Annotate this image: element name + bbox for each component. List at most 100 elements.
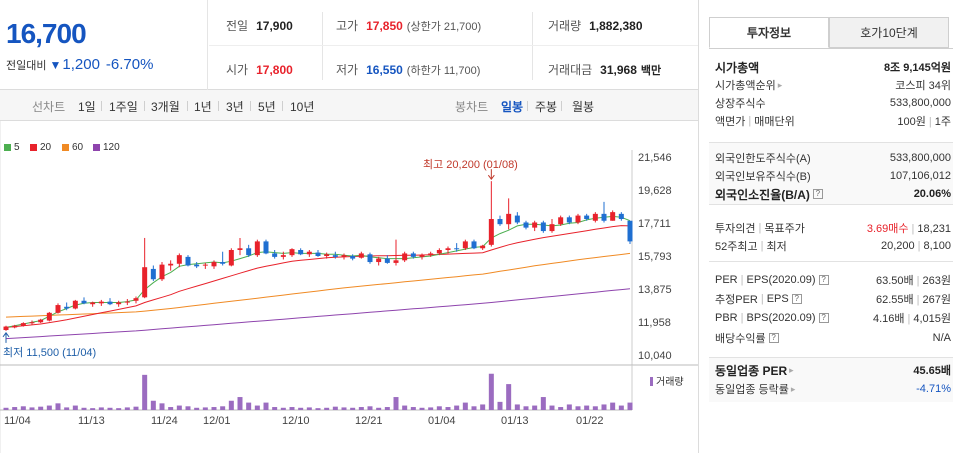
volume-bar [332,406,338,410]
help-icon[interactable]: ? [818,313,829,323]
divider [250,101,251,111]
candle-body [176,255,182,264]
pipe-separator: | [760,240,764,252]
dividend-row: 배당수익률? N/A [715,330,951,346]
help-icon[interactable]: ? [768,333,779,343]
row-value: 4.16배 [872,313,905,325]
candle-body [384,258,390,263]
volume-bar [358,407,364,410]
volume-bar [176,405,182,410]
tab-3month[interactable]: 3개월 [151,100,180,114]
row-label-2: EPS [766,293,789,305]
legend-swatch [4,144,11,151]
candle-body [549,224,555,232]
y-tick-label: 17,711 [638,218,671,230]
candle-body [194,264,200,267]
candle-body [202,264,208,266]
row-value-2: 4,015원 [913,313,951,325]
tab-order-book[interactable]: 호가10단계 [829,17,949,48]
candle-body [142,267,148,298]
amount-unit: 백만 [640,64,662,77]
candle-body [306,251,312,255]
candle-body [358,253,364,258]
volume-bar [350,407,356,410]
change-percent: -6.70% [105,56,154,73]
candle-chart-label[interactable]: 봉차트 [455,100,489,114]
row-label: 배당수익률 [715,333,766,345]
volume-bar [454,405,460,410]
candle-body [254,241,260,256]
tab-3year[interactable]: 3년 [226,100,244,114]
volume-bar [254,405,260,410]
candle-body [168,263,174,266]
current-price: 16,700 [6,18,87,49]
volume-bar [168,407,174,410]
tab-1week[interactable]: 1주일 [109,100,138,114]
tab-10year[interactable]: 10년 [290,100,315,114]
lower-limit: (하한가 11,700) [406,64,481,77]
row-label: 액면가 [715,116,746,128]
candle-body [341,255,347,257]
market-cap-rank-row[interactable]: 시가총액순위 ▸ 코스피 34위 [715,77,951,93]
low-cell: 저가 16,550 (하한가 11,700) [336,61,480,78]
tab-monthly[interactable]: 월봉 [572,100,595,114]
divider [209,45,698,46]
per-row: PER | EPS(2020.09)? 63.50배 | 263원 [715,272,951,288]
volume-bar [315,408,321,410]
help-icon[interactable]: ? [812,189,823,199]
pipe-separator: | [928,116,932,128]
line-chart-label[interactable]: 선차트 [32,100,66,114]
row-label: 동일업종 등락률 [715,384,789,396]
pipe-separator: | [916,275,920,287]
tab-investment-info[interactable]: 투자정보 [709,17,829,48]
high-annotation: 최고 20,200 (01/08) [423,159,518,171]
x-tick-label: 11/13 [78,415,105,427]
change-label: 전일대비 [6,59,47,72]
row-value: 100원 [897,116,926,128]
pipe-separator: | [740,312,744,324]
row-label: PBR [715,312,738,324]
tab-5year[interactable]: 5년 [258,100,276,114]
volume-bar [150,400,156,410]
volume-bar [220,406,226,410]
help-icon[interactable]: ? [791,294,802,304]
row-label: 투자의견 [715,223,756,235]
tab-1year[interactable]: 1년 [194,100,212,114]
volume-bar [12,407,18,410]
row-value: -4.71% [916,383,951,395]
tab-1day[interactable]: 1일 [78,100,96,114]
volume-cell: 거래량 1,882,380 [548,17,643,34]
divider [322,12,323,80]
volume-bar [38,406,44,410]
candle-body [367,254,373,263]
y-tick-label: 13,875 [638,284,672,296]
volume-legend-label: 거래량 [656,377,684,388]
volume-bar [289,407,295,410]
row-label-2: BPS(2020.09) [746,312,816,324]
volume-bar [81,407,87,410]
volume-swatch [650,377,653,386]
candle-body [107,301,113,305]
tab-daily[interactable]: 일봉 [501,100,524,114]
help-icon[interactable]: ? [818,275,829,285]
sector-change-row[interactable]: 동일업종 등락률 ▸ -4.71% [715,381,951,397]
open-cell: 시가 17,800 [226,61,293,78]
row-label: 시가총액순위 [715,80,776,92]
legend-swatch [30,144,37,151]
open-value: 17,800 [256,62,293,77]
sector-per-row[interactable]: 동일업종 PER ▸ 45.65배 [715,362,951,378]
volume-bar [462,402,468,410]
candle-body [462,241,468,249]
row-value-2: 18,231 [917,223,951,235]
legend-label: 20 [40,142,52,153]
candle-body [133,298,139,301]
pipe-separator: | [917,240,921,252]
tab-weekly[interactable]: 주봉 [535,100,558,114]
row-value-2: 1주 [934,116,951,128]
candle-body [627,220,633,242]
row-value: 107,106,012 [889,170,951,182]
price-change: 전일대비 ▼ 1,200 -6.70% [6,56,153,73]
x-tick-label: 12/10 [282,415,310,427]
foreign-holding-row: 외국인보유주식수(B) 107,106,012 [715,168,951,184]
candle-body [46,312,52,321]
